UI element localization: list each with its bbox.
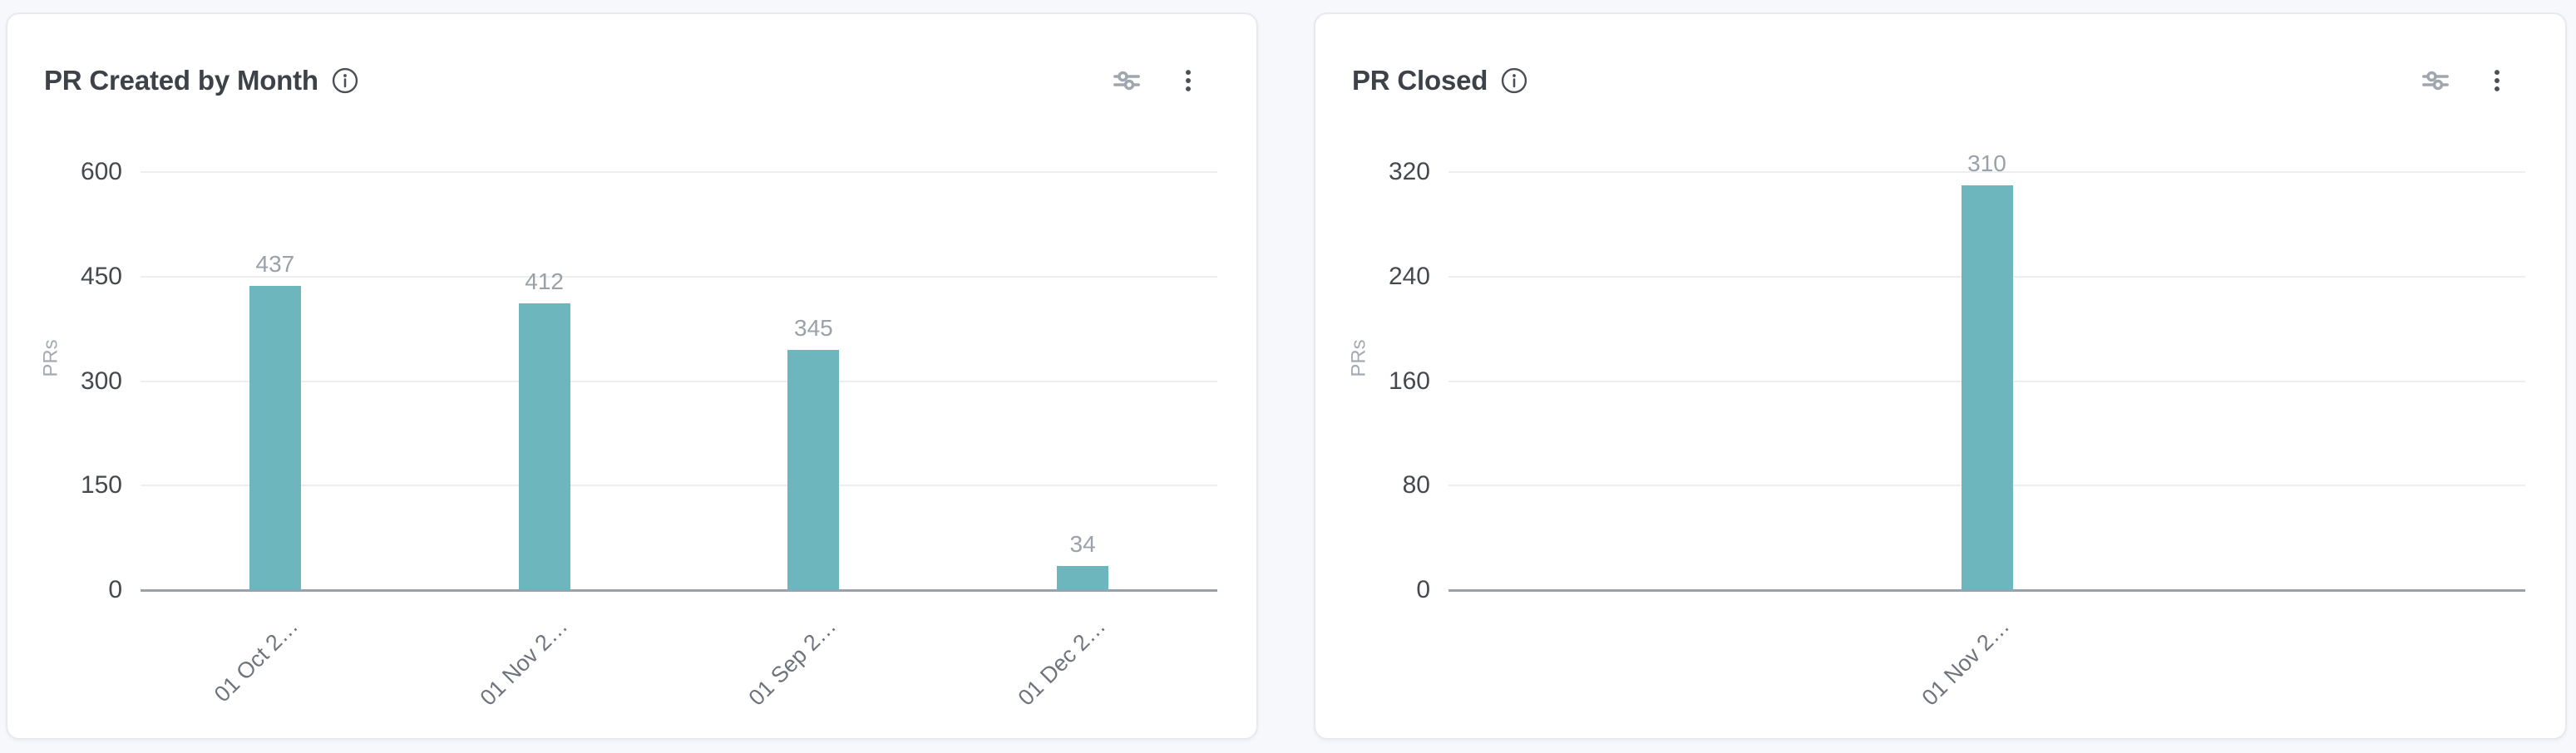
y-tick-label: 240 [1388,262,1430,290]
filter-sliders-icon[interactable] [1107,61,1147,101]
gridline [1448,171,2525,173]
y-tick-label: 300 [80,367,122,395]
bar[interactable] [787,350,840,590]
pr-closed-plot: 0 80 160 240 320 310 01 Nov 2… [1389,150,2525,711]
info-icon[interactable] [1499,66,1529,96]
y-tick-label: 160 [1388,367,1430,395]
info-icon[interactable] [330,66,360,96]
pr-closed-card: PR Closed PRs 0 80 160 240 320 [1314,12,2567,740]
x-tick-label: 01 Nov 2… [1917,613,2015,711]
gridline [141,171,1217,173]
bar-value-label: 310 [1967,150,2006,176]
pr-created-title: PR Created by Month [44,65,318,96]
bar[interactable] [1961,185,2013,590]
y-tick-label: 600 [80,158,122,185]
x-tick-label: 01 Dec 2… [1013,613,1111,711]
pr-closed-header: PR Closed [1352,57,2517,104]
y-tick-label: 320 [1388,158,1430,185]
gridline [141,485,1217,487]
bar-value-label: 345 [794,315,833,341]
gridline [141,380,1217,382]
bar-value-label: 34 [1069,531,1096,557]
bar[interactable] [249,286,301,590]
y-tick-label: 450 [80,262,122,290]
x-axis-baseline [1448,589,2525,592]
y-tick-label: 80 [1402,471,1430,500]
kebab-menu-icon[interactable] [1168,61,1208,101]
x-tick-label: 01 Nov 2… [475,613,572,711]
bar[interactable] [518,303,570,590]
bar-value-label: 412 [525,268,564,294]
y-tick-label: 150 [80,471,122,500]
y-tick-label: 0 [108,576,122,603]
x-axis-baseline [141,589,1217,592]
pr-created-header: PR Created by Month [44,57,1208,104]
y-tick-label: 0 [1416,576,1430,603]
bar-value-label: 437 [255,251,295,277]
pr-created-plot: 0 150 300 450 600 437 01 Oct 2… 412 01 Nov 2… 345… [81,158,1217,711]
gridline [141,275,1217,278]
x-tick-label: 01 Oct 2… [209,613,303,707]
bar[interactable] [1057,566,1109,590]
x-tick-label: 01 Sep 2… [743,613,841,711]
kebab-menu-icon[interactable] [2477,61,2517,101]
filter-sliders-icon[interactable] [2416,61,2455,101]
pr-closed-title: PR Closed [1352,65,1488,96]
